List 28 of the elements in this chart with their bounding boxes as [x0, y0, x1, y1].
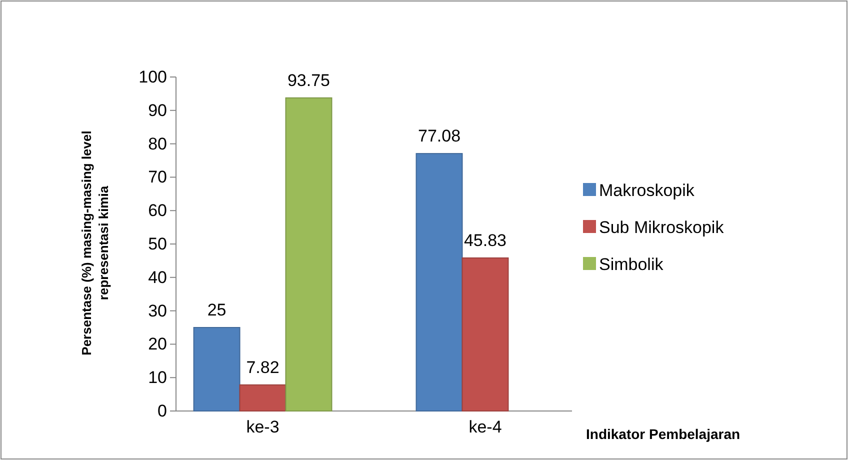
data-label: 25	[207, 300, 226, 320]
y-tick-label: 80	[148, 134, 167, 154]
data-label: 45.83	[464, 230, 507, 250]
y-tick-label: 30	[148, 301, 167, 320]
y-tick-label: 0	[158, 401, 167, 420]
y-tick-label: 70	[148, 168, 167, 187]
y-tick-label: 60	[148, 201, 167, 220]
legend-label: Makroskopik	[599, 181, 695, 200]
x-axis-title: Indikator Pembelajaran	[586, 426, 740, 442]
data-label: 77.08	[418, 126, 461, 146]
y-axis-title: Persentase (%) masing-masing level representasi kimia	[79, 130, 111, 356]
y-tick-label: 40	[148, 268, 167, 287]
bar	[193, 327, 240, 412]
y-tick-label: 10	[148, 368, 167, 388]
bar	[462, 257, 509, 412]
bar	[239, 384, 286, 412]
y-tick-label: 20	[148, 334, 167, 354]
bar	[416, 153, 463, 412]
legend-label: Simbolik	[599, 255, 664, 274]
y-tick-label: 50	[148, 234, 167, 254]
data-label: 93.75	[287, 70, 330, 90]
y-tick-label: 100	[138, 67, 167, 86]
bar	[285, 97, 332, 412]
data-label: 7.82	[246, 358, 280, 377]
x-tick-label: ke-3	[246, 418, 280, 437]
x-tick-label: ke-4	[468, 418, 502, 437]
y-tick-label: 90	[148, 100, 167, 120]
legend-label: Sub Mikroskopik	[599, 218, 724, 237]
